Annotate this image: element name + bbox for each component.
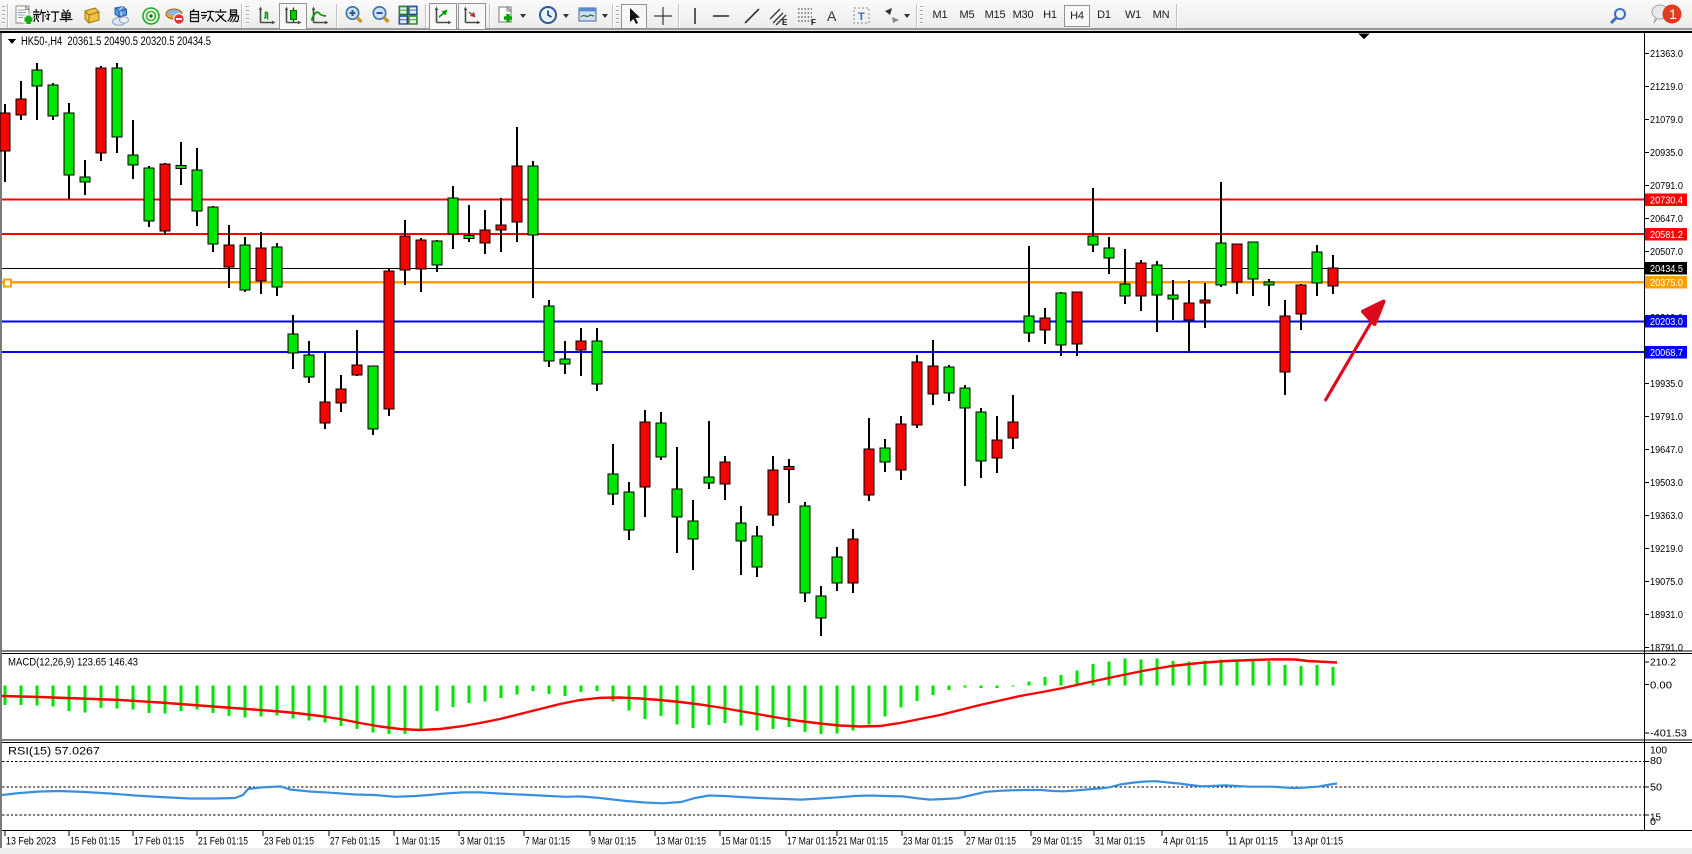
svg-text:20203.0: 20203.0 (1650, 317, 1683, 328)
svg-text:20647.0: 20647.0 (1650, 214, 1683, 225)
svg-text:20581.2: 20581.2 (1650, 230, 1683, 241)
svg-text:-401.53: -401.53 (1650, 729, 1687, 740)
svg-text:21079.0: 21079.0 (1650, 115, 1683, 126)
svg-text:19935.0: 19935.0 (1650, 379, 1683, 390)
svg-text:0.00: 0.00 (1650, 680, 1672, 691)
svg-text:HK50-,H4 20361.5 20490.5 2032: HK50-,H4 20361.5 20490.5 20320.5 20434.5 (21, 36, 211, 48)
svg-text:19791.0: 19791.0 (1650, 412, 1683, 423)
svg-text:31 Mar 01:15: 31 Mar 01:15 (1095, 836, 1145, 848)
svg-text:50: 50 (1650, 783, 1662, 794)
svg-text:19219.0: 19219.0 (1650, 544, 1683, 555)
svg-text:13 Mar 01:15: 13 Mar 01:15 (656, 836, 706, 848)
svg-text:15 Mar 01:15: 15 Mar 01:15 (721, 836, 771, 848)
svg-text:0: 0 (1650, 817, 1656, 828)
svg-text:RSI(15) 57.0267: RSI(15) 57.0267 (8, 746, 100, 758)
svg-text:1 Mar 01:15: 1 Mar 01:15 (395, 836, 440, 848)
svg-text:4 Apr 01:15: 4 Apr 01:15 (1163, 836, 1208, 848)
svg-text:21 Mar 01:15: 21 Mar 01:15 (838, 836, 888, 848)
svg-text:29 Mar 01:15: 29 Mar 01:15 (1032, 836, 1082, 848)
svg-text:20375.0: 20375.0 (1650, 278, 1683, 289)
svg-text:13 Feb 2023: 13 Feb 2023 (6, 836, 56, 848)
svg-text:20935.0: 20935.0 (1650, 148, 1683, 159)
svg-text:MACD(12,26,9) 123.65 146.43: MACD(12,26,9) 123.65 146.43 (8, 657, 138, 669)
svg-text:20730.4: 20730.4 (1650, 195, 1683, 206)
svg-text:20434.5: 20434.5 (1650, 264, 1683, 275)
svg-text:13 Apr 01:15: 13 Apr 01:15 (1293, 836, 1343, 848)
svg-text:1: 1 (1669, 6, 1677, 22)
svg-text:19363.0: 19363.0 (1650, 511, 1683, 522)
svg-text:3 Mar 01:15: 3 Mar 01:15 (460, 836, 505, 848)
svg-text:15: 15 (1650, 813, 1661, 824)
svg-text:21219.0: 21219.0 (1650, 82, 1683, 93)
svg-text:11 Apr 01:15: 11 Apr 01:15 (1228, 836, 1278, 848)
svg-text:23 Mar 01:15: 23 Mar 01:15 (903, 836, 953, 848)
svg-text:T: T (858, 11, 865, 23)
svg-text:27 Feb 01:15: 27 Feb 01:15 (330, 836, 380, 848)
svg-text:F: F (811, 18, 816, 26)
svg-text:20507.0: 20507.0 (1650, 247, 1683, 258)
svg-text:17 Mar 01:15: 17 Mar 01:15 (787, 836, 837, 848)
svg-text:21363.0: 21363.0 (1650, 49, 1683, 60)
svg-text:20068.7: 20068.7 (1650, 348, 1683, 359)
svg-text:17 Feb 01:15: 17 Feb 01:15 (134, 836, 184, 848)
svg-text:80: 80 (1650, 756, 1662, 767)
svg-text:19647.0: 19647.0 (1650, 445, 1683, 456)
svg-text:7 Mar 01:15: 7 Mar 01:15 (525, 836, 570, 848)
svg-text:9 Mar 01:15: 9 Mar 01:15 (591, 836, 636, 848)
svg-text:21 Feb 01:15: 21 Feb 01:15 (198, 836, 248, 848)
svg-text:15 Feb 01:15: 15 Feb 01:15 (70, 836, 120, 848)
svg-text:23 Feb 01:15: 23 Feb 01:15 (264, 836, 314, 848)
svg-text:E: E (782, 18, 788, 26)
svg-text:27 Mar 01:15: 27 Mar 01:15 (966, 836, 1016, 848)
svg-text:100: 100 (1650, 746, 1667, 757)
svg-text:18791.0: 18791.0 (1650, 643, 1683, 654)
svg-text:19503.0: 19503.0 (1650, 478, 1683, 489)
svg-text:210.2: 210.2 (1650, 657, 1676, 668)
svg-text:19075.0: 19075.0 (1650, 577, 1683, 588)
svg-text:18931.0: 18931.0 (1650, 610, 1683, 621)
svg-text:20791.0: 20791.0 (1650, 181, 1683, 192)
